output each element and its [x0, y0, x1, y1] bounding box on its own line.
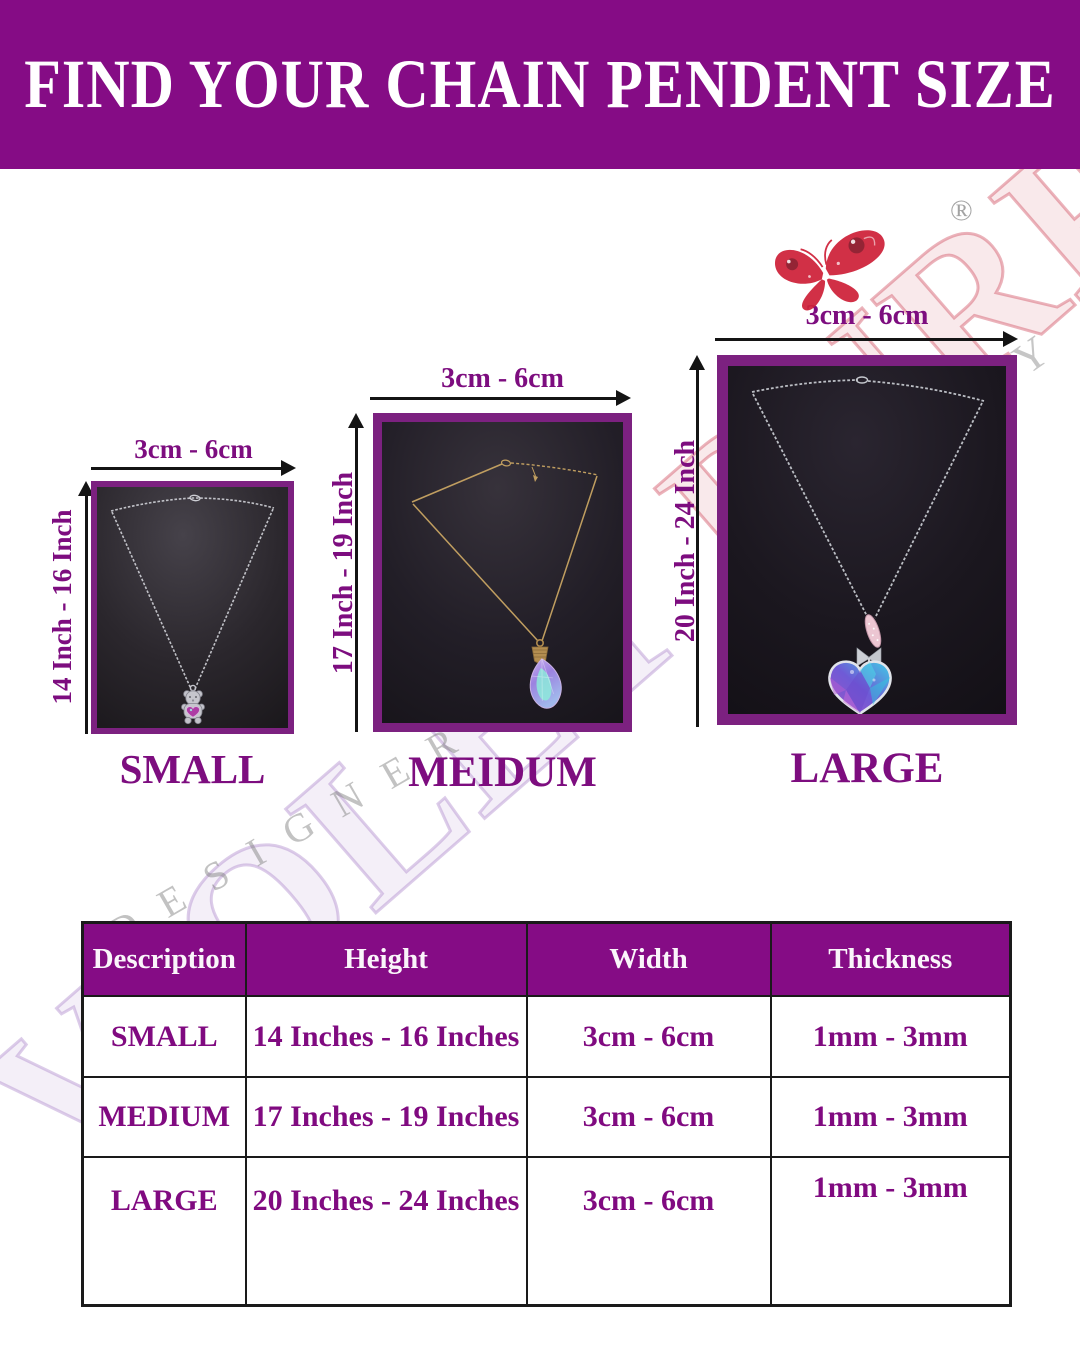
table-row-large: LARGE 20 Inches - 24 Inches 3cm - 6cm 1m…: [81, 1156, 1012, 1307]
large-size-label: LARGE: [790, 745, 944, 792]
large-necklace-photo: [717, 355, 1017, 725]
cell-small-width: 3cm - 6cm: [525, 995, 772, 1078]
cell-large-description: LARGE: [81, 1156, 247, 1307]
col-header-width: Width: [525, 921, 772, 997]
col-header-height: Height: [244, 921, 528, 997]
small-width-label: 3cm - 6cm: [134, 434, 253, 464]
teddy-bear-pendant: [181, 684, 205, 725]
cell-large-thickness: 1mm - 3mm: [769, 1156, 1012, 1307]
medium-width-arrow-icon: [370, 390, 631, 406]
cell-medium-thickness: 1mm - 3mm: [769, 1076, 1012, 1158]
large-height-label: 20 Inch - 24 Inch: [670, 439, 701, 643]
small-necklace-photo: [91, 481, 294, 734]
col-header-description: Description: [81, 921, 247, 997]
medium-size-label: MEIDUM: [408, 749, 597, 796]
large-height-arrow-icon: [689, 355, 705, 727]
medium-height-label: 17 Inch - 19 Inch: [328, 471, 359, 675]
designer-watermark: DESIGNER: [100, 704, 489, 955]
large-width-arrow-icon: [715, 331, 1018, 347]
cell-small-description: SMALL: [81, 995, 247, 1078]
medium-necklace-photo: [373, 413, 632, 732]
table-row-small: SMALL 14 Inches - 16 Inches 3cm - 6cm 1m…: [81, 995, 1012, 1078]
cell-large-width: 3cm - 6cm: [525, 1156, 772, 1307]
teardrop-crystal-pendant: [529, 638, 562, 709]
cell-large-height: 20 Inches - 24 Inches: [244, 1156, 528, 1307]
banner: FIND YOUR CHAIN PENDENT SIZE: [0, 0, 1080, 169]
size-table: Description Height Width Thickness SMALL…: [81, 921, 1012, 1307]
medium-height-arrow-icon: [348, 413, 364, 732]
small-height-label: 14 Inch - 16 Inch: [47, 509, 77, 705]
pave-leaf-bail: [864, 614, 882, 648]
cell-medium-height: 17 Inches - 19 Inches: [244, 1076, 528, 1158]
heart-crystal-pendant: [828, 660, 892, 716]
butterfly-logo-icon: [758, 211, 908, 330]
medium-width-label: 3cm - 6cm: [441, 363, 564, 394]
cell-small-thickness: 1mm - 3mm: [769, 995, 1012, 1078]
page-title: FIND YOUR CHAIN PENDENT SIZE: [24, 45, 1056, 122]
registered-trademark: ®: [950, 194, 973, 227]
large-width-label: 3cm - 6cm: [805, 300, 929, 331]
table-header-row: Description Height Width Thickness: [81, 921, 1012, 997]
col-header-thickness: Thickness: [769, 921, 1012, 997]
cell-medium-description: MEDIUM: [81, 1076, 247, 1158]
small-size-label: SMALL: [119, 746, 266, 792]
small-height-arrow-icon: [78, 481, 94, 734]
cell-medium-width: 3cm - 6cm: [525, 1076, 772, 1158]
table-row-medium: MEDIUM 17 Inches - 19 Inches 3cm - 6cm 1…: [81, 1076, 1012, 1158]
cell-small-height: 14 Inches - 16 Inches: [244, 995, 528, 1078]
small-width-arrow-icon: [91, 460, 296, 476]
